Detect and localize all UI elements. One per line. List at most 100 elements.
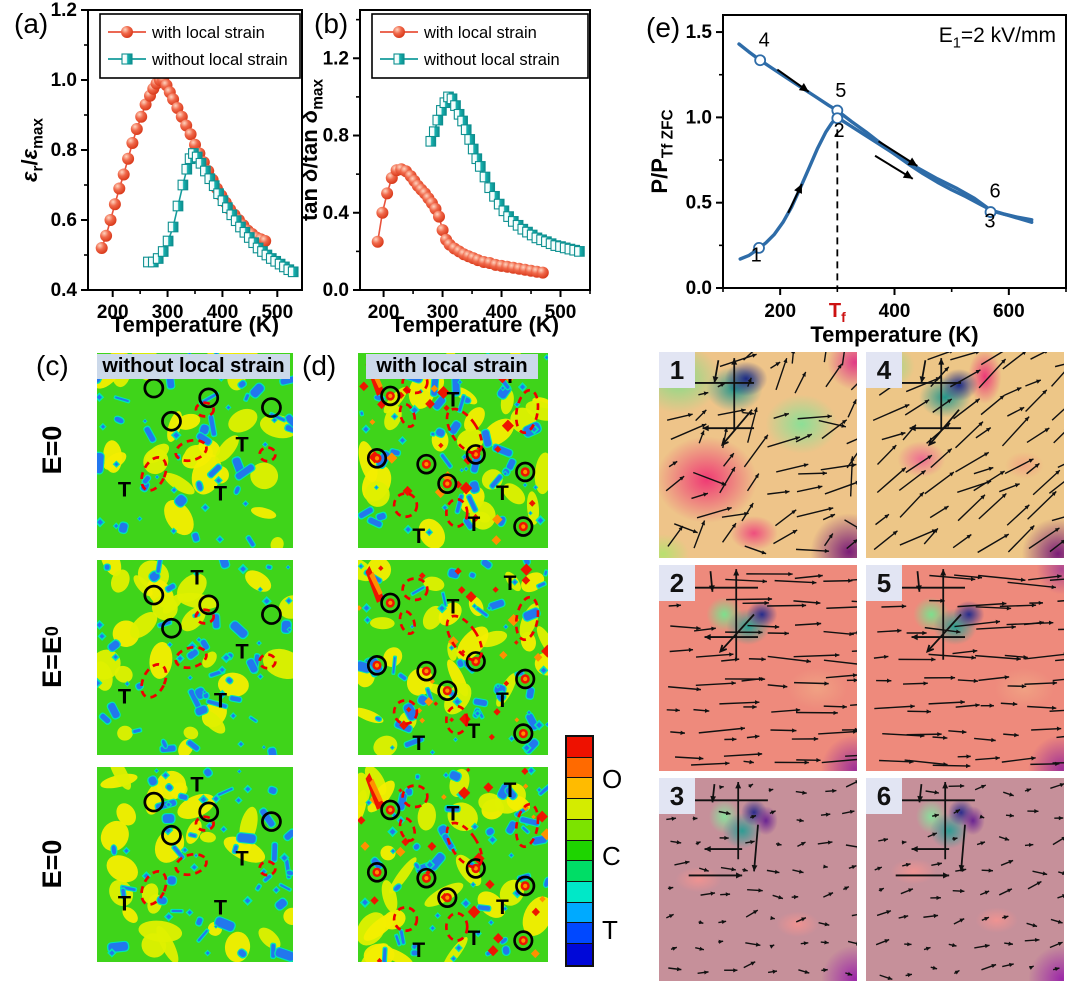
point-label-6: 6 xyxy=(990,181,1001,203)
legend-label: without local strain xyxy=(423,51,560,69)
polarization-vectors xyxy=(874,782,1064,981)
dashed-region-outline xyxy=(401,577,429,602)
vector-map-3: 3 xyxy=(659,778,857,981)
colorbar-segment xyxy=(567,778,592,800)
x-axis-label: Temperature (K) xyxy=(810,322,978,347)
legend-label: with local strain xyxy=(423,24,537,42)
dashed-region-outline xyxy=(194,608,215,625)
o-phase-ring xyxy=(513,930,534,951)
series-without-local-strain xyxy=(143,148,299,278)
phase-colorbar xyxy=(565,735,594,967)
polarization-vectors xyxy=(666,569,857,766)
vector-map-3-badge: 3 xyxy=(659,778,695,814)
point-label-4: 4 xyxy=(759,30,770,52)
colorbar-segment xyxy=(567,799,592,820)
dashed-region-outline xyxy=(392,906,419,933)
o-phase-ring xyxy=(161,617,182,639)
svg-text:300: 300 xyxy=(427,302,459,323)
o-phase-ring xyxy=(380,592,401,614)
o-phase-ring xyxy=(416,453,437,475)
dashed-region-outline xyxy=(445,407,484,455)
t-phase-label: T xyxy=(496,896,509,919)
polarization-vectors xyxy=(872,352,1064,554)
legend-label: without local strain xyxy=(151,51,288,69)
marked-points: 1 2 3 4 5 6 xyxy=(751,30,1001,267)
colorbar-segment xyxy=(567,840,592,862)
o-phase-ring xyxy=(437,887,458,908)
legend-label: with local strain xyxy=(151,24,265,42)
dashed-region-outline xyxy=(445,911,469,942)
o-phase-ring xyxy=(416,867,437,889)
series-with-local-strain xyxy=(371,163,549,279)
svg-text:600: 600 xyxy=(993,301,1025,322)
y-axis-label: εr​/εmax​ xyxy=(17,118,47,182)
t-phase-label: T xyxy=(235,847,248,871)
o-phase-ring xyxy=(380,385,401,407)
o-phase-ring xyxy=(261,604,282,625)
svg-text:0.8: 0.8 xyxy=(323,126,349,147)
svg-text:200: 200 xyxy=(764,301,796,322)
o-phase-ring xyxy=(515,875,536,897)
svg-text:500: 500 xyxy=(545,302,577,323)
vector-map-6: 6 xyxy=(866,778,1064,981)
dashed-region-outline xyxy=(445,821,484,869)
panel-a-chart: 200 300 400 500 0.4 0.6 0.8 1.0 1.2 Tempe… xyxy=(17,0,303,337)
dashed-region-outline xyxy=(392,699,419,726)
row-label-e0-top: E=0 xyxy=(36,425,67,475)
dashed-region-outline xyxy=(258,653,277,670)
colorbar-segment xyxy=(567,882,592,903)
o-phase-ring xyxy=(465,444,486,465)
t-phase-label: T xyxy=(468,927,481,950)
tf-tick-label: Tf​ xyxy=(829,300,846,325)
dashed-region-outline xyxy=(398,609,417,636)
dashed-region-outline xyxy=(140,455,168,492)
t-phase-label: T xyxy=(496,482,509,505)
o-phase-ring xyxy=(366,447,388,469)
o-phase-ring xyxy=(198,387,220,409)
o-phase-ring xyxy=(143,377,165,399)
svg-text:400: 400 xyxy=(207,302,239,323)
colorbar-segment xyxy=(567,944,592,965)
o-phase-ring xyxy=(143,791,165,813)
panel-label-c: (c) xyxy=(36,350,69,381)
o-phase-ring xyxy=(143,584,165,606)
colorbar-label-O: O xyxy=(602,764,623,795)
t-phase-label: T xyxy=(235,433,248,457)
point-label-1: 1 xyxy=(751,245,762,267)
t-phase-label: T xyxy=(214,688,227,712)
point-label-2: 2 xyxy=(833,120,844,142)
series-without-local-strain xyxy=(425,91,585,257)
svg-text:0.0: 0.0 xyxy=(323,280,349,301)
t-phase-label: T xyxy=(504,572,517,595)
panel-b-chart: 200 300 400 500 0.0 0.4 0.8 1.2 Temperatu… xyxy=(297,9,591,337)
t-phase-label: T xyxy=(496,689,509,712)
svg-text:1.5: 1.5 xyxy=(686,22,713,43)
o-phase-ring xyxy=(437,680,458,701)
o-phase-ring xyxy=(261,397,282,418)
svg-text:0.6: 0.6 xyxy=(51,210,77,231)
t-phase-label: T xyxy=(118,892,131,916)
t-phase-label: T xyxy=(412,525,425,548)
legend: with local strain without local strain xyxy=(371,13,589,79)
t-phase-label: T xyxy=(447,388,460,411)
o-phase-ring xyxy=(161,410,182,432)
y-axis-label: tan δ/tan δmax​ xyxy=(297,79,327,221)
o-phase-ring xyxy=(513,723,534,744)
panel-label-b: (b) xyxy=(314,8,349,39)
dashed-region-outline xyxy=(401,784,429,809)
vector-map-1-badge: 1 xyxy=(659,352,695,388)
colorbar-segment xyxy=(567,861,592,883)
svg-text:1.2: 1.2 xyxy=(51,0,77,21)
point-label-3: 3 xyxy=(984,210,995,232)
dashed-region-outline xyxy=(445,614,484,662)
x-axis-label: Temperature (K) xyxy=(111,312,279,337)
legend: with local strain without local strain xyxy=(99,13,301,79)
svg-text:400: 400 xyxy=(879,301,911,322)
dashed-region-outline xyxy=(398,402,417,429)
axes: 200 400 600 0.0 0.5 1.0 1.5 Temperature (… xyxy=(647,14,1067,347)
